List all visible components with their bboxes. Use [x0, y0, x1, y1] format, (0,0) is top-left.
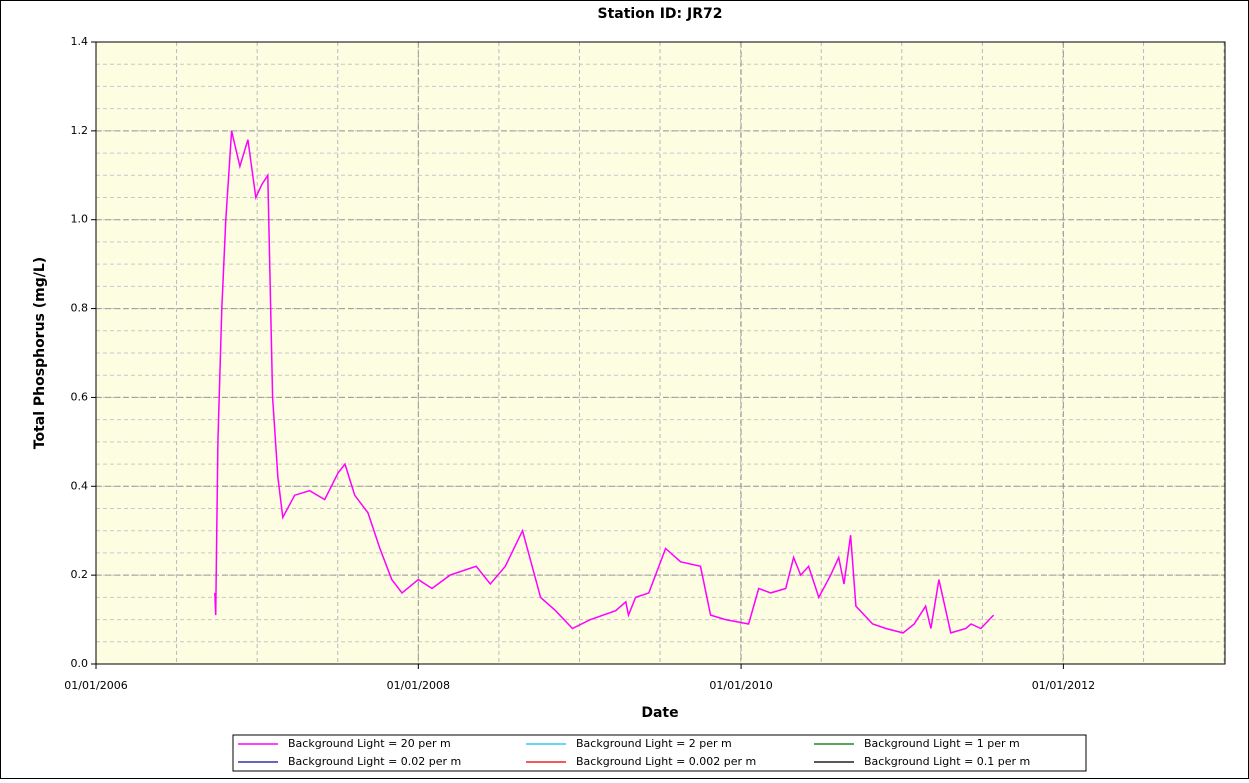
y-tick-label: 0.6	[71, 390, 89, 403]
x-tick-label: 01/01/2012	[1032, 679, 1095, 692]
y-tick-label: 0.4	[71, 479, 89, 492]
plot-border	[95, 41, 1226, 665]
y-tick-label: 0.8	[71, 302, 89, 315]
chart-title: Station ID: JR72	[598, 6, 723, 22]
legend-label: Background Light = 0.1 per m	[864, 755, 1030, 768]
x-tick-label: 01/01/2010	[709, 679, 772, 692]
y-tick-label: 1.2	[71, 124, 89, 137]
legend-label: Background Light = 0.002 per m	[576, 755, 756, 768]
x-tick-label: 01/01/2006	[64, 679, 127, 692]
series-line	[214, 130, 995, 634]
x-tick-label: 01/01/2008	[387, 679, 450, 692]
y-tick-label: 1.4	[71, 35, 89, 48]
y-tick-label: 0.0	[71, 657, 89, 670]
legend-label: Background Light = 1 per m	[864, 737, 1020, 750]
y-tick-label: 1.0	[71, 213, 89, 226]
y-tick-label: 0.2	[71, 568, 89, 581]
x-axis-label: Date	[641, 705, 678, 721]
legend-label: Background Light = 0.02 per m	[288, 755, 461, 768]
legend-label: Background Light = 2 per m	[576, 737, 732, 750]
legend-box	[232, 734, 1087, 772]
legend-label: Background Light = 20 per m	[288, 737, 451, 750]
y-axis-label: Total Phosphorus (mg/L)	[32, 257, 48, 449]
